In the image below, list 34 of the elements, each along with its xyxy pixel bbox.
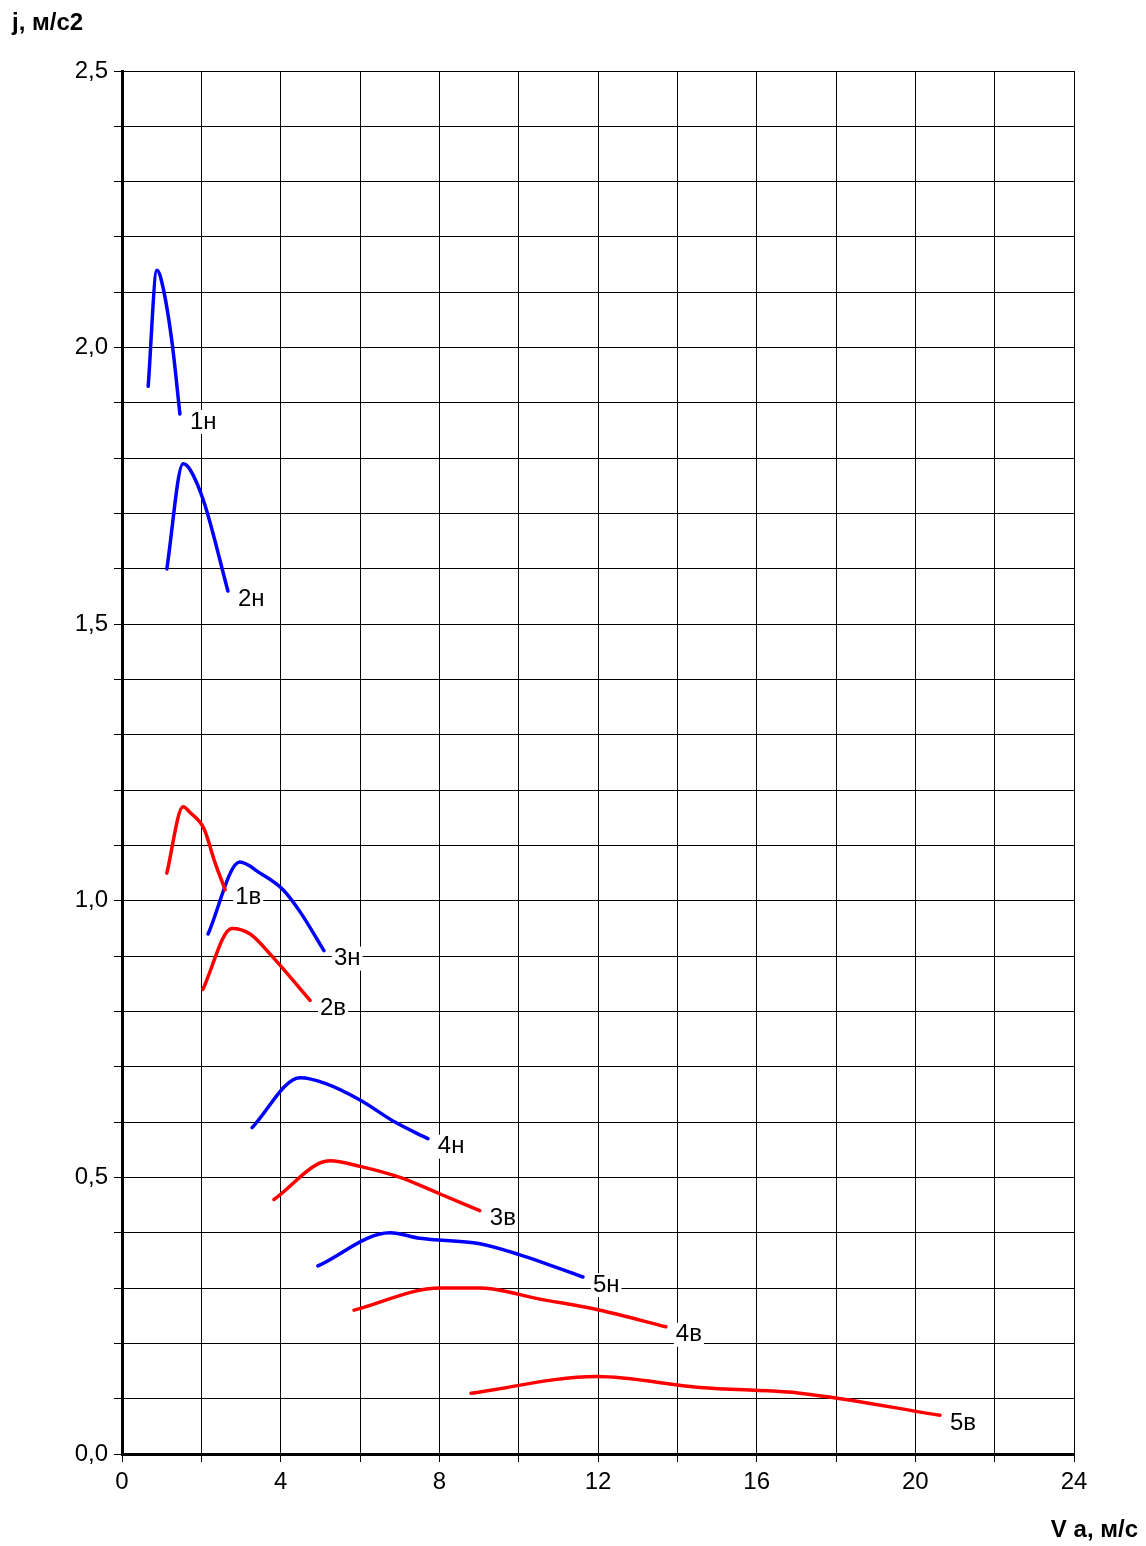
line-series <box>316 1230 585 1279</box>
series-label: 3в <box>489 1203 516 1231</box>
x-tick-label: 20 <box>901 1467 929 1495</box>
x-tick-label: 0 <box>115 1467 129 1495</box>
line-series <box>272 1159 482 1213</box>
line-series <box>469 1374 942 1418</box>
x-tick-label: 12 <box>584 1467 612 1495</box>
series-label: 5в <box>949 1407 977 1435</box>
y-tick-label: 2,0 <box>74 332 108 360</box>
series-label: 1н <box>189 406 217 434</box>
series-label: 4в <box>675 1319 702 1347</box>
x-axis-title: V a, м/с <box>1050 1515 1138 1543</box>
y-tick-label: 0,0 <box>74 1438 108 1466</box>
y-tick-label: 1,5 <box>74 608 108 636</box>
x-tick-label: 4 <box>273 1467 288 1495</box>
series-label: 5н <box>592 1269 620 1297</box>
line-series <box>165 805 227 892</box>
y-axis-title: j, м/с2 <box>12 8 84 36</box>
series-label: 3н <box>333 943 361 971</box>
line-series <box>250 1076 430 1141</box>
y-tick-label: 2,5 <box>74 55 108 83</box>
x-tick-label: 24 <box>1060 1467 1088 1495</box>
line-series <box>201 926 312 1003</box>
line-series <box>146 268 182 416</box>
line-series <box>206 860 326 953</box>
y-tick-label: 0,5 <box>74 1162 108 1190</box>
series-label: 2в <box>320 993 347 1020</box>
line-series <box>165 462 230 593</box>
y-tick-label: 1,0 <box>74 885 108 913</box>
series-label: 2н <box>237 583 265 611</box>
x-tick-label: 16 <box>743 1467 771 1495</box>
series-label: 1в <box>235 882 262 910</box>
x-tick-label: 8 <box>432 1467 447 1495</box>
series-label: 4н <box>437 1131 465 1159</box>
